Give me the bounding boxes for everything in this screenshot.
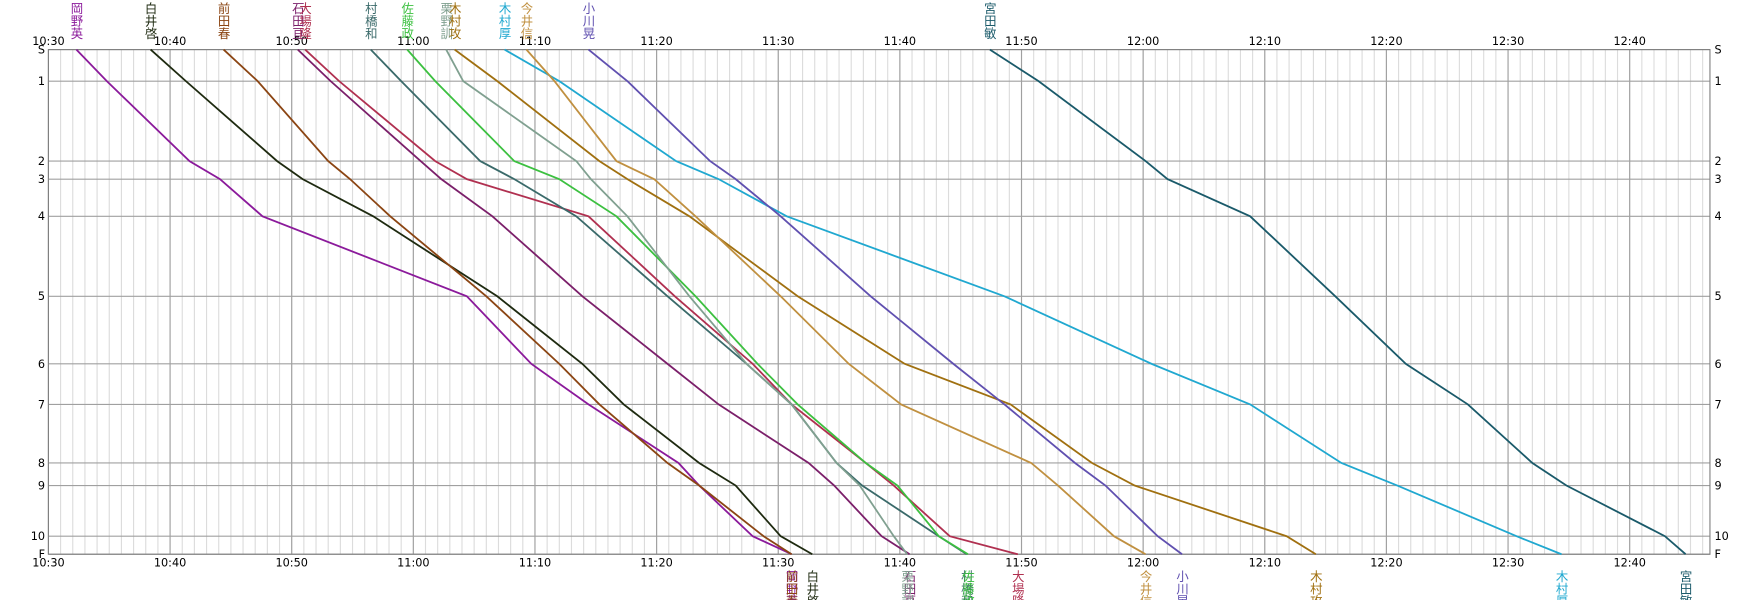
runner-line xyxy=(525,48,1147,556)
y-tick-label: 7 xyxy=(1714,398,1721,411)
runner-line xyxy=(587,48,1183,555)
x-tick-label: 12:00 xyxy=(1127,35,1159,48)
x-tick-label: 12:20 xyxy=(1370,35,1402,48)
y-tick-label: 8 xyxy=(38,457,45,470)
runner-name-bottom: 今井信 xyxy=(1138,569,1153,600)
x-tick-label: 11:10 xyxy=(519,35,551,48)
y-tick-label: 10 xyxy=(31,530,45,543)
x-tick-label: 12:10 xyxy=(1249,557,1281,570)
runner-name-top: 木村厚 xyxy=(497,2,512,39)
runner-line xyxy=(75,48,792,556)
y-tick-label: S xyxy=(38,44,45,57)
y-tick-label: F xyxy=(39,548,45,561)
y-tick-label: 6 xyxy=(38,358,45,371)
x-tick-label: 10:50 xyxy=(275,35,307,48)
runner-name-top: 岡野英 xyxy=(69,2,84,39)
x-tick-label: 11:20 xyxy=(640,35,672,48)
runner-name-bottom: 石田亘 xyxy=(902,570,917,600)
runner-name-top: 白井啓 xyxy=(143,1,158,39)
runner-line xyxy=(222,48,793,555)
runner-name-bottom: 宮田敏 xyxy=(1678,569,1693,600)
lines xyxy=(75,48,1687,556)
runner-line xyxy=(445,49,908,555)
y-tick-label: 6 xyxy=(1714,358,1721,371)
x-tick-label: 12:40 xyxy=(1613,35,1645,48)
x-tick-label: 12:10 xyxy=(1249,35,1281,48)
runner-name-bottom: 白井啓 xyxy=(805,569,820,600)
y-tick-label: 3 xyxy=(38,173,45,186)
y-tick-label: 3 xyxy=(1714,173,1721,186)
runner-name-top: 栗野訓 xyxy=(439,2,454,39)
x-tick-label: 11:00 xyxy=(397,35,429,48)
x-tick-label: 10:40 xyxy=(154,35,186,48)
x-tick-label: 11:20 xyxy=(640,557,672,570)
x-tick-label: 11:30 xyxy=(762,35,794,48)
x-tick-label: 11:40 xyxy=(884,35,916,48)
labels: 10:30 10:30 10:40 10:40 10:50 10:50 11:00 11:00… xyxy=(31,1,1729,600)
y-tick-label: 5 xyxy=(38,290,45,303)
runner-name-top: 小川晃 xyxy=(581,2,596,39)
runner-name-bottom: 木村攻 xyxy=(1308,570,1323,600)
y-tick-label: S xyxy=(1714,44,1721,57)
y-tick-label: 8 xyxy=(1714,457,1721,470)
x-tick-label: 10:50 xyxy=(275,557,307,570)
runner-name-top: 前田春 xyxy=(216,1,231,40)
x-tick-label: 12:40 xyxy=(1613,557,1645,570)
y-tick-label: 1 xyxy=(38,75,45,88)
y-tick-label: 9 xyxy=(38,479,45,492)
runner-name-bottom: 佐藤政 xyxy=(960,570,975,600)
y-tick-label: 1 xyxy=(1714,75,1721,88)
runner-line xyxy=(989,48,1687,555)
x-tick-label: 11:50 xyxy=(1005,35,1037,48)
runner-line xyxy=(150,48,813,556)
runner-line xyxy=(304,48,1019,556)
runner-line xyxy=(454,48,1317,556)
runner-name-top: 宮田敏 xyxy=(982,1,997,39)
runner-name-top: 村橋和 xyxy=(363,2,378,39)
x-tick-label: 11:30 xyxy=(762,557,794,570)
grid xyxy=(47,49,1711,555)
runner-name-top: 石田亘 xyxy=(290,2,305,39)
x-tick-label: 12:00 xyxy=(1127,557,1159,570)
runner-line xyxy=(297,48,911,555)
y-tick-label: 5 xyxy=(1714,290,1721,303)
y-tick-label: 10 xyxy=(1714,530,1728,543)
x-tick-label: 10:30 xyxy=(32,35,64,48)
y-tick-label: F xyxy=(1714,548,1720,561)
plot-frame xyxy=(47,49,1711,555)
x-tick-label: 12:20 xyxy=(1370,557,1402,570)
y-tick-label: 9 xyxy=(1714,479,1721,492)
runner-name-top: 大場隆 xyxy=(298,2,313,40)
y-tick-label: 4 xyxy=(38,210,45,223)
y-tick-label: 4 xyxy=(1714,210,1721,223)
runner-name-bottom: 小川晃 xyxy=(1175,570,1190,600)
x-tick-label: 10:30 xyxy=(32,557,64,570)
y-tick-label: 2 xyxy=(38,155,45,168)
runner-name-bottom: 木村厚 xyxy=(1554,570,1569,600)
runner-line xyxy=(504,48,1562,556)
runner-line xyxy=(406,48,969,556)
runner-name-bottom: 大場隆 xyxy=(1010,570,1025,600)
runner-name-bottom: 前田春 xyxy=(784,569,799,600)
y-tick-label: 7 xyxy=(38,398,45,411)
runner-name-bottom: 栗野訓 xyxy=(900,570,915,600)
x-tick-label: 11:40 xyxy=(884,557,916,570)
x-tick-label: 10:40 xyxy=(154,557,186,570)
x-tick-label: 12:30 xyxy=(1492,557,1524,570)
runner-name-bottom: 村橋和 xyxy=(959,570,974,600)
y-tick-label: 2 xyxy=(1714,155,1721,168)
runner-line xyxy=(370,48,968,555)
runner-name-bottom: 岡野英 xyxy=(784,570,799,600)
runner-name-top: 今井信 xyxy=(519,1,534,40)
runner-name-top: 佐藤政 xyxy=(400,2,415,40)
x-tick-label: 11:50 xyxy=(1005,557,1037,570)
runner-name-top: 木村攻 xyxy=(447,2,462,40)
x-tick-label: 11:00 xyxy=(397,557,429,570)
x-tick-label: 11:10 xyxy=(519,557,551,570)
x-tick-label: 12:30 xyxy=(1492,35,1524,48)
